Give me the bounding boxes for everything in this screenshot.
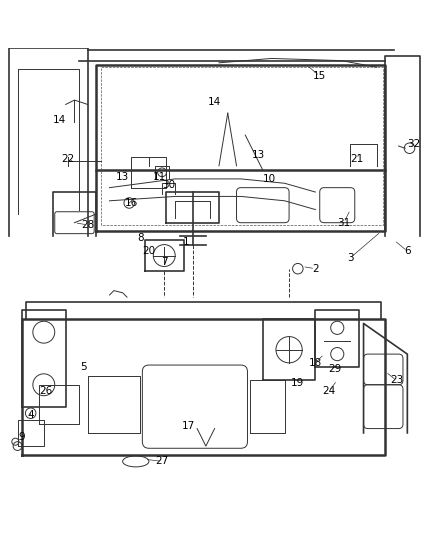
Text: 4: 4 — [27, 410, 34, 421]
Text: 13: 13 — [252, 150, 265, 160]
Text: 6: 6 — [404, 246, 411, 256]
Text: 14: 14 — [208, 97, 221, 107]
Text: 20: 20 — [142, 246, 155, 256]
Text: 30: 30 — [162, 181, 175, 190]
Text: 3: 3 — [347, 253, 354, 263]
Text: 14: 14 — [53, 115, 66, 125]
Text: 18: 18 — [309, 358, 322, 368]
Text: 9: 9 — [18, 432, 25, 442]
Text: 13: 13 — [116, 172, 129, 182]
Text: 16: 16 — [125, 198, 138, 208]
Text: 10: 10 — [263, 174, 276, 184]
Text: 22: 22 — [61, 154, 74, 164]
Text: 28: 28 — [81, 220, 94, 230]
Text: 23: 23 — [390, 375, 403, 385]
Text: 1: 1 — [183, 237, 190, 247]
Text: 17: 17 — [182, 422, 195, 431]
Text: 21: 21 — [350, 154, 364, 164]
Text: 26: 26 — [39, 386, 53, 397]
Text: 19: 19 — [291, 377, 304, 387]
Text: 7: 7 — [161, 257, 168, 267]
Text: 2: 2 — [312, 264, 319, 273]
Text: 8: 8 — [137, 233, 144, 243]
Text: 11: 11 — [153, 172, 166, 182]
Text: 15: 15 — [313, 71, 326, 81]
Text: 29: 29 — [328, 365, 342, 374]
Text: 27: 27 — [155, 456, 169, 466]
Text: 32: 32 — [407, 139, 420, 149]
Text: 5: 5 — [80, 362, 87, 372]
Text: 31: 31 — [337, 217, 350, 228]
Text: 24: 24 — [322, 386, 335, 397]
